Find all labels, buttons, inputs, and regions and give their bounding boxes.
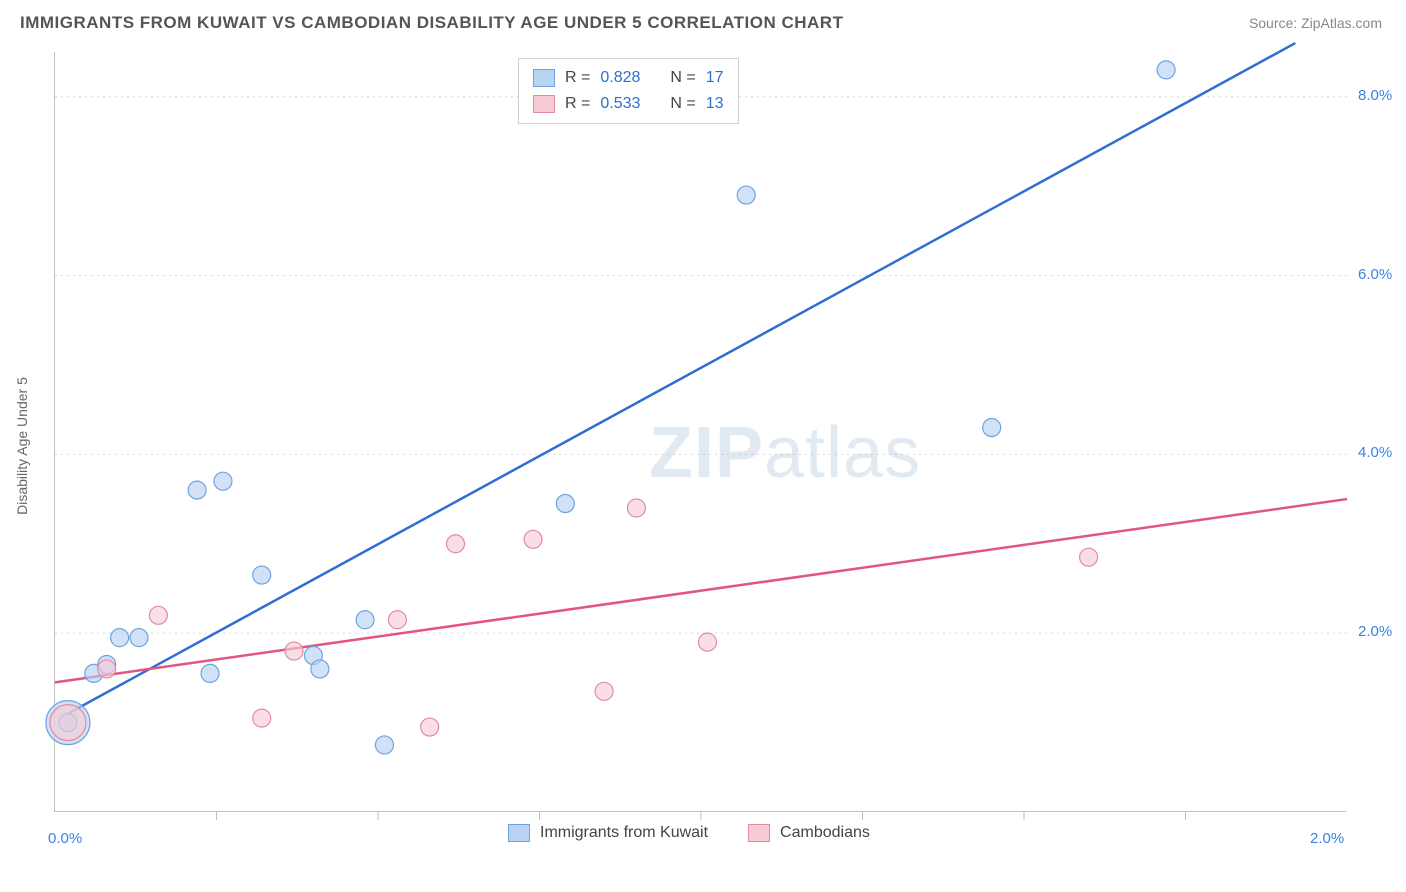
legend-swatch — [508, 824, 530, 842]
data-point — [447, 535, 465, 553]
data-point — [111, 629, 129, 647]
legend-label: Immigrants from Kuwait — [540, 824, 708, 842]
data-point — [98, 660, 116, 678]
data-point — [375, 736, 393, 754]
data-point — [524, 530, 542, 548]
x-tick-label: 2.0% — [1310, 830, 1344, 847]
x-tick-label: 0.0% — [48, 830, 82, 847]
source-attribution: Source: ZipAtlas.com — [1249, 15, 1382, 31]
data-point — [130, 629, 148, 647]
data-point — [214, 472, 232, 490]
data-point — [983, 419, 1001, 437]
r-value: 0.828 — [600, 65, 640, 91]
data-point — [188, 481, 206, 499]
data-point — [50, 705, 86, 741]
r-label: R = — [565, 91, 590, 117]
data-point — [201, 664, 219, 682]
n-label: N = — [670, 91, 695, 117]
source-name: ZipAtlas.com — [1301, 15, 1382, 31]
data-point — [1080, 548, 1098, 566]
source-prefix: Source: — [1249, 15, 1301, 31]
legend-swatch — [748, 824, 770, 842]
legend-label: Cambodians — [780, 824, 870, 842]
stats-row: R = 0.828 N = 17 — [533, 65, 724, 91]
y-tick-label: 2.0% — [1358, 623, 1392, 640]
trend-line — [68, 43, 1295, 714]
chart-title: IMMIGRANTS FROM KUWAIT VS CAMBODIAN DISA… — [20, 13, 843, 33]
data-point — [595, 682, 613, 700]
r-value: 0.533 — [600, 91, 640, 117]
legend-swatch — [533, 95, 555, 113]
correlation-stats-box: R = 0.828 N = 17 R = 0.533 N = 13 — [518, 58, 739, 124]
bottom-legend: Immigrants from Kuwait Cambodians — [508, 824, 870, 842]
chart-svg — [55, 52, 1347, 812]
y-tick-label: 4.0% — [1358, 444, 1392, 461]
data-point — [627, 499, 645, 517]
data-point — [285, 642, 303, 660]
y-axis-label: Disability Age Under 5 — [14, 377, 30, 515]
r-label: R = — [565, 65, 590, 91]
data-point — [356, 611, 374, 629]
data-point — [311, 660, 329, 678]
stats-row: R = 0.533 N = 13 — [533, 91, 724, 117]
trend-line — [55, 499, 1347, 682]
data-point — [149, 606, 167, 624]
data-point — [421, 718, 439, 736]
data-point — [253, 709, 271, 727]
y-tick-label: 8.0% — [1358, 87, 1392, 104]
plot-area: ZIPatlas R =0.828N =17R =0.533N =13 — [54, 52, 1346, 812]
data-point — [698, 633, 716, 651]
data-point — [1157, 61, 1175, 79]
n-value: 13 — [706, 91, 724, 117]
y-tick-label: 6.0% — [1358, 266, 1392, 283]
data-point — [388, 611, 406, 629]
chart-header: IMMIGRANTS FROM KUWAIT VS CAMBODIAN DISA… — [0, 0, 1406, 46]
data-point — [253, 566, 271, 584]
legend-swatch — [533, 69, 555, 87]
n-value: 17 — [706, 65, 724, 91]
n-label: N = — [670, 65, 695, 91]
data-point — [737, 186, 755, 204]
data-point — [556, 495, 574, 513]
